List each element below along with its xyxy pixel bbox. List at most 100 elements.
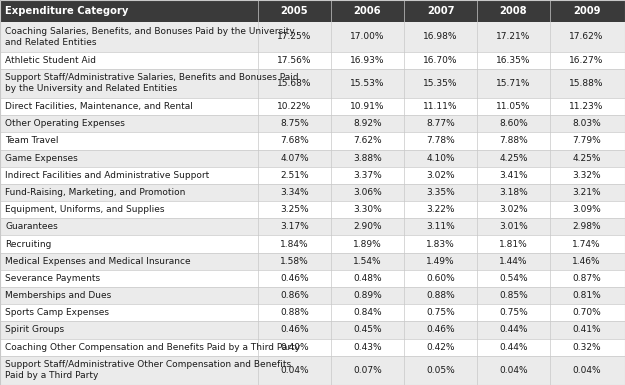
Text: 7.62%: 7.62%: [353, 136, 382, 146]
Text: 0.40%: 0.40%: [280, 343, 309, 352]
Text: Support Staff/Administrative Other Compensation and Benefits
Paid by a Third Par: Support Staff/Administrative Other Compe…: [5, 360, 291, 380]
Text: 10.91%: 10.91%: [350, 102, 385, 111]
Text: 3.88%: 3.88%: [353, 154, 382, 162]
Bar: [0, 0, 625, 22]
Text: Coaching Salaries, Benefits, and Bonuses Paid by the University
and Related Enti: Coaching Salaries, Benefits, and Bonuses…: [5, 27, 295, 47]
Bar: [0, 356, 625, 385]
Text: Sports Camp Expenses: Sports Camp Expenses: [5, 308, 109, 317]
Text: 3.01%: 3.01%: [499, 223, 528, 231]
Text: 0.46%: 0.46%: [280, 325, 309, 335]
Text: 0.54%: 0.54%: [499, 274, 528, 283]
Text: 0.42%: 0.42%: [426, 343, 455, 352]
Bar: [0, 304, 625, 321]
Text: 3.22%: 3.22%: [426, 205, 455, 214]
Text: 3.34%: 3.34%: [280, 188, 309, 197]
Text: 0.05%: 0.05%: [426, 366, 455, 375]
Text: 0.44%: 0.44%: [499, 343, 528, 352]
Text: 0.88%: 0.88%: [280, 308, 309, 317]
Text: 16.70%: 16.70%: [423, 55, 458, 65]
Text: 3.02%: 3.02%: [426, 171, 455, 180]
Text: Expenditure Category: Expenditure Category: [5, 6, 128, 16]
Text: 0.86%: 0.86%: [280, 291, 309, 300]
Text: 0.46%: 0.46%: [426, 325, 455, 335]
Text: 2007: 2007: [427, 6, 454, 16]
Text: 10.22%: 10.22%: [278, 102, 312, 111]
Text: 3.11%: 3.11%: [426, 223, 455, 231]
Text: 3.06%: 3.06%: [353, 188, 382, 197]
Bar: [0, 253, 625, 270]
Text: 3.35%: 3.35%: [426, 188, 455, 197]
Text: 17.00%: 17.00%: [350, 32, 385, 41]
Text: 3.30%: 3.30%: [353, 205, 382, 214]
Bar: [0, 236, 625, 253]
Text: 0.07%: 0.07%: [353, 366, 382, 375]
Bar: [0, 184, 625, 201]
Text: 3.09%: 3.09%: [572, 205, 601, 214]
Text: 0.70%: 0.70%: [572, 308, 601, 317]
Text: 11.05%: 11.05%: [496, 102, 531, 111]
Text: Support Staff/Administrative Salaries, Benefits and Bonuses Paid
by the Universi: Support Staff/Administrative Salaries, B…: [5, 74, 299, 93]
Text: 1.58%: 1.58%: [280, 257, 309, 266]
Text: Medical Expenses and Medical Insurance: Medical Expenses and Medical Insurance: [5, 257, 191, 266]
Text: Athletic Student Aid: Athletic Student Aid: [5, 55, 96, 65]
Text: 2009: 2009: [572, 6, 600, 16]
Bar: [0, 149, 625, 167]
Text: 17.25%: 17.25%: [278, 32, 312, 41]
Bar: [0, 69, 625, 98]
Text: 0.04%: 0.04%: [499, 366, 528, 375]
Bar: [0, 132, 625, 149]
Text: 0.81%: 0.81%: [572, 291, 601, 300]
Text: 1.83%: 1.83%: [426, 239, 455, 249]
Bar: [0, 287, 625, 304]
Text: 2008: 2008: [500, 6, 528, 16]
Text: 4.07%: 4.07%: [280, 154, 309, 162]
Text: 11.11%: 11.11%: [423, 102, 458, 111]
Text: 0.89%: 0.89%: [353, 291, 382, 300]
Bar: [0, 338, 625, 356]
Text: Recruiting: Recruiting: [5, 239, 51, 249]
Text: Severance Payments: Severance Payments: [5, 274, 100, 283]
Text: 7.88%: 7.88%: [499, 136, 528, 146]
Text: 2.51%: 2.51%: [280, 171, 309, 180]
Text: 4.10%: 4.10%: [426, 154, 455, 162]
Text: 2005: 2005: [281, 6, 308, 16]
Text: 0.04%: 0.04%: [280, 366, 309, 375]
Text: 0.75%: 0.75%: [426, 308, 455, 317]
Text: 1.84%: 1.84%: [280, 239, 309, 249]
Text: Spirit Groups: Spirit Groups: [5, 325, 64, 335]
Text: Equipment, Uniforms, and Supplies: Equipment, Uniforms, and Supplies: [5, 205, 164, 214]
Text: 17.62%: 17.62%: [569, 32, 604, 41]
Text: 0.48%: 0.48%: [353, 274, 382, 283]
Bar: [0, 167, 625, 184]
Text: 0.88%: 0.88%: [426, 291, 455, 300]
Text: 15.68%: 15.68%: [278, 79, 312, 88]
Text: 11.23%: 11.23%: [569, 102, 604, 111]
Text: Other Operating Expenses: Other Operating Expenses: [5, 119, 125, 128]
Text: 1.74%: 1.74%: [572, 239, 601, 249]
Text: 0.04%: 0.04%: [572, 366, 601, 375]
Text: 15.53%: 15.53%: [350, 79, 385, 88]
Text: 8.77%: 8.77%: [426, 119, 455, 128]
Text: 0.43%: 0.43%: [353, 343, 382, 352]
Text: 7.68%: 7.68%: [280, 136, 309, 146]
Bar: [0, 115, 625, 132]
Text: 2.90%: 2.90%: [353, 223, 382, 231]
Text: 3.32%: 3.32%: [572, 171, 601, 180]
Bar: [0, 52, 625, 69]
Text: 2006: 2006: [354, 6, 381, 16]
Text: 1.89%: 1.89%: [353, 239, 382, 249]
Text: 17.21%: 17.21%: [496, 32, 531, 41]
Bar: [0, 98, 625, 115]
Text: 0.60%: 0.60%: [426, 274, 455, 283]
Text: 1.44%: 1.44%: [499, 257, 528, 266]
Text: 8.92%: 8.92%: [353, 119, 382, 128]
Text: 1.81%: 1.81%: [499, 239, 528, 249]
Text: 0.84%: 0.84%: [353, 308, 382, 317]
Text: 4.25%: 4.25%: [572, 154, 601, 162]
Text: 3.41%: 3.41%: [499, 171, 528, 180]
Text: 8.60%: 8.60%: [499, 119, 528, 128]
Bar: [0, 22, 625, 52]
Text: Indirect Facilities and Administrative Support: Indirect Facilities and Administrative S…: [5, 171, 209, 180]
Text: 8.75%: 8.75%: [280, 119, 309, 128]
Text: 16.98%: 16.98%: [423, 32, 458, 41]
